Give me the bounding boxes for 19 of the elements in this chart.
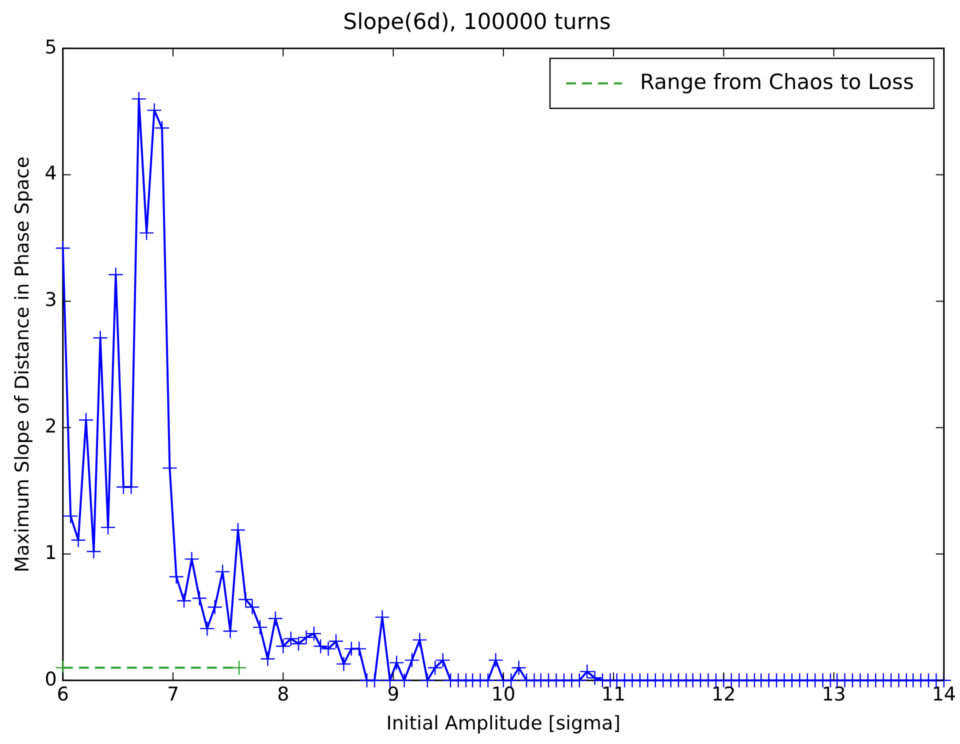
y-tick-label: 0 [44, 668, 57, 690]
x-tick-label: 6 [56, 684, 69, 706]
y-tick-label: 5 [44, 36, 57, 58]
y-tick-label: 4 [44, 162, 57, 185]
y-tick-label: 1 [44, 542, 57, 564]
x-tick-label: 7 [166, 684, 180, 706]
y-tick-label: 2 [44, 416, 57, 438]
x-tick-label: 9 [387, 684, 400, 706]
y-tick-label: 3 [44, 289, 57, 312]
y-axis-title: Maximum Slope of Distance in Phase Space [11, 156, 34, 572]
x-tick-label: 12 [712, 684, 736, 706]
x-tick-label: 10 [491, 684, 516, 706]
x-tick-label: 11 [601, 684, 626, 706]
x-axis-title: Initial Amplitude [sigma] [386, 712, 621, 735]
x-tick-label: 14 [932, 684, 956, 706]
x-tick-label: 13 [822, 684, 846, 706]
legend-label: Range from Chaos to Loss [640, 70, 914, 94]
x-tick-label: 8 [277, 684, 290, 706]
chart-title: Slope(6d), 100000 turns [343, 10, 611, 35]
